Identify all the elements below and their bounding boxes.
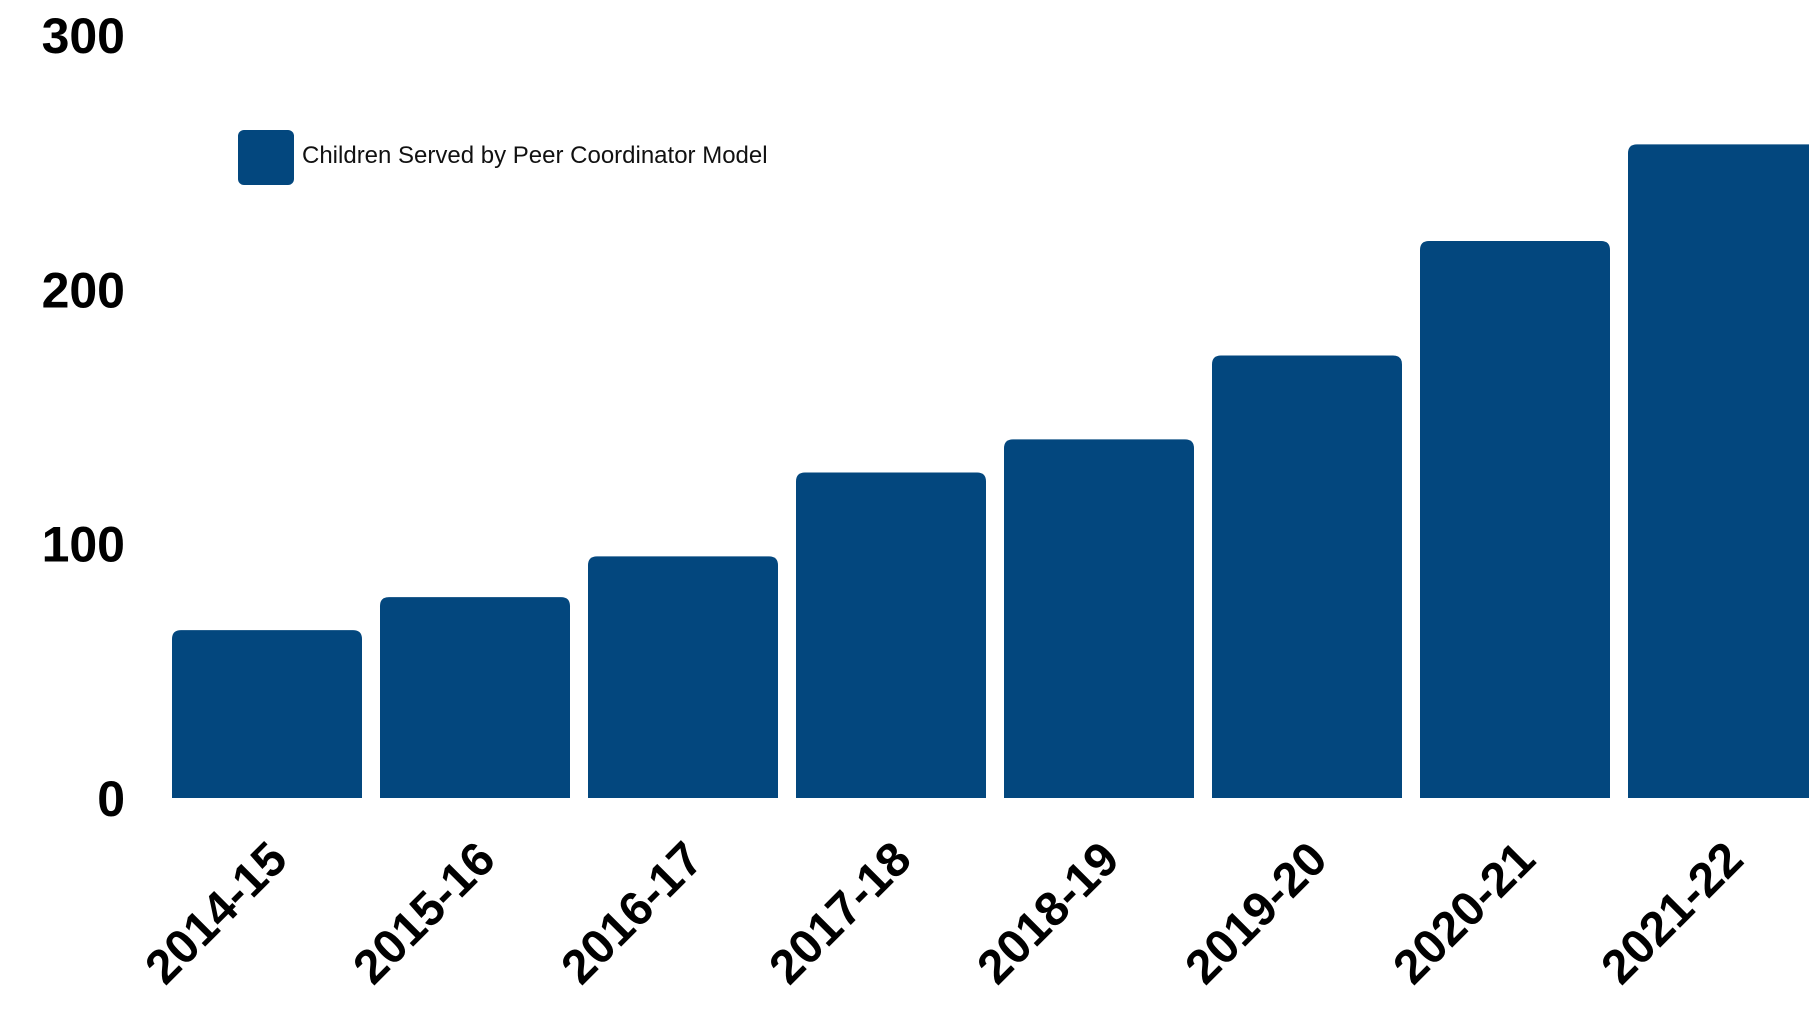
bar	[796, 472, 986, 798]
x-tick-label: 2019-20	[1176, 832, 1338, 994]
bar	[172, 630, 362, 798]
x-tick-label: 2017-18	[760, 832, 922, 994]
x-tick-label: 2015-16	[344, 832, 506, 994]
bar	[1004, 439, 1194, 798]
x-tick-label: 2016-17	[552, 832, 714, 994]
y-tick-label: 100	[42, 517, 125, 573]
x-tick-label: 2021-22	[1592, 832, 1754, 994]
legend-label: Children Served by Peer Coordinator Mode…	[302, 142, 768, 169]
bar	[1628, 144, 1809, 798]
y-axis: 0 100 200 300	[42, 8, 125, 827]
bar	[1420, 241, 1610, 798]
x-tick-label: 2020-21	[1384, 832, 1546, 994]
y-tick-label: 200	[42, 262, 125, 318]
y-tick-label: 0	[97, 771, 125, 827]
bar	[588, 556, 778, 798]
x-tick-label: 2018-19	[968, 832, 1130, 994]
bar	[1212, 355, 1402, 798]
legend-swatch	[238, 130, 294, 185]
bar	[380, 597, 570, 798]
x-tick-label: 2014-15	[136, 832, 298, 994]
x-axis: 2014-15 2015-16 2016-17 2017-18 2018-19 2019-…	[136, 832, 1754, 994]
bars	[172, 144, 1809, 798]
y-tick-label: 300	[42, 8, 125, 64]
legend: Children Served by Peer Coordinator Mode…	[238, 130, 768, 185]
